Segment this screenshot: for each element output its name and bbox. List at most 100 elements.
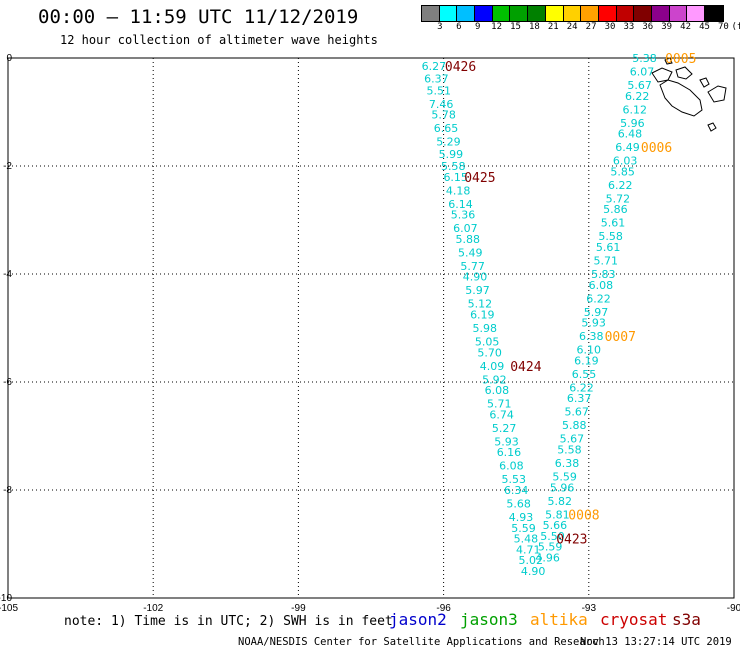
footer-credit: NOAA/NESDIS Center for Satellite Applica… — [238, 636, 605, 648]
wave-height-value: 5.67 — [627, 79, 652, 92]
color-scale-label: 21 — [547, 22, 559, 32]
wave-height-value: 5.68 — [506, 498, 531, 511]
pass-time-label: 0005 — [665, 52, 696, 67]
wave-height-value: 6.16 — [497, 446, 522, 459]
footer-timestamp: Nov 13 13:27:14 UTC 2019 — [580, 636, 732, 648]
map-frame — [7, 57, 735, 599]
color-swatch — [634, 6, 652, 21]
x-tick-label: -90 — [727, 603, 740, 614]
wave-height-value: 5.67 — [564, 406, 589, 419]
y-tick-label: -6 — [3, 377, 12, 388]
chart-subtitle: 12 hour collection of altimeter wave hei… — [60, 33, 378, 47]
pass-time-label: 0008 — [568, 508, 599, 523]
wave-height-value: 6.74 — [489, 408, 514, 421]
pass-time-label: 0426 — [445, 60, 476, 75]
y-tick-label: -8 — [3, 485, 12, 496]
wave-height-value: 6.07 — [630, 66, 655, 79]
y-tick-label: -4 — [3, 269, 12, 280]
wave-height-value: 6.10 — [577, 344, 602, 357]
wave-height-value: 5.97 — [584, 306, 609, 319]
wave-height-value: 5.96 — [620, 117, 645, 130]
color-swatch — [563, 6, 582, 21]
wave-height-value: 6.37 — [424, 73, 449, 86]
wave-height-value: 6.07 — [453, 222, 478, 235]
pass-time-label: 0423 — [556, 533, 587, 548]
wave-height-value: 7.46 — [429, 98, 454, 111]
color-swatch — [616, 6, 635, 21]
wave-height-value: 5.93 — [494, 435, 519, 448]
color-scale-label: 27 — [585, 22, 597, 32]
wave-height-value: 5.58 — [441, 160, 466, 173]
wave-height-value: 6.19 — [574, 354, 599, 367]
galapagos-islands-outline — [651, 57, 727, 132]
wave-height-value: 4.90 — [463, 271, 488, 284]
y-tick-label: 0 — [6, 53, 12, 64]
wave-height-value: 6.65 — [434, 122, 459, 135]
legend-item-cryosat: cryosat — [600, 610, 668, 629]
legend-item-altika: altika — [530, 610, 588, 629]
color-swatch — [422, 6, 440, 21]
wave-height-value: 4.09 — [480, 360, 505, 373]
wave-height-value: 6.37 — [567, 392, 592, 405]
color-scale-label: 39 — [661, 22, 673, 32]
wave-height-value: 5.12 — [468, 298, 493, 311]
color-swatch — [492, 6, 511, 21]
color-scale-label: 12 — [491, 22, 503, 32]
wave-height-value: 5.36 — [451, 209, 476, 222]
x-tick-label: -96 — [436, 603, 451, 614]
color-scale-label: 24 — [566, 22, 578, 32]
wave-height-value: 6.27 — [422, 60, 447, 73]
wave-height-value: 5.85 — [610, 165, 635, 178]
wave-height-value: 6.08 — [589, 279, 614, 292]
pass-time-label: 0425 — [464, 171, 495, 186]
color-swatch — [705, 6, 723, 21]
legend-item-jason3: jason3 — [460, 610, 518, 629]
color-scale-label: 15 — [510, 22, 521, 32]
color-scale-label: 9 — [474, 22, 481, 32]
wave-height-value: 6.48 — [618, 128, 643, 141]
wave-height-value: 5.77 — [460, 260, 485, 273]
axis-tick-labels: -105 -102 -99 -96 -93 -90 0 -2 -4 -6 -8 -10 — [0, 53, 740, 614]
color-scale-label: 36 — [642, 22, 654, 32]
wave-height-value: 5.72 — [606, 192, 631, 205]
color-swatch — [669, 6, 688, 21]
wave-height-value: 5.67 — [560, 433, 585, 446]
note-text: note: 1) Time is in UTC; 2) SWH is in fe… — [64, 614, 393, 629]
wave-height-value: 6.08 — [485, 384, 510, 397]
color-scale-label: 3 — [437, 22, 443, 32]
color-swatch — [545, 6, 564, 21]
pass-time-label: 0424 — [510, 360, 541, 375]
wave-height-value: 6.08 — [499, 460, 524, 473]
chart-title: 00:00 – 11:59 UTC 11/12/2019 — [38, 6, 359, 28]
wave-height-value: 5.97 — [465, 284, 490, 297]
wave-height-value: 5.53 — [502, 473, 527, 486]
wave-height-value: 5.93 — [581, 317, 606, 330]
x-tick-label: -105 — [0, 603, 18, 614]
wave-height-value: 5.86 — [603, 203, 628, 216]
color-scale-label: 30 — [604, 22, 616, 32]
wave-height-value: 5.71 — [487, 398, 512, 411]
color-swatch — [510, 6, 529, 21]
wave-height-value: 6.22 — [569, 381, 594, 394]
color-scale-bar — [421, 5, 724, 22]
wave-height-value: 5.27 — [492, 422, 517, 435]
color-swatch — [651, 6, 670, 21]
color-scale-label: 6 — [456, 22, 462, 32]
x-tick-label: -93 — [582, 603, 597, 614]
color-scale-label: 45 — [699, 22, 710, 32]
map-grid — [7, 57, 735, 599]
wave-height-values: 6.276.375.517.465.786.655.295.995.586.15… — [422, 52, 657, 578]
wave-height-value: 5.05 — [475, 336, 500, 349]
wave-height-value: 5.70 — [477, 346, 502, 359]
wave-height-value: 5.59 — [552, 471, 577, 484]
wave-height-value: 5.66 — [543, 519, 568, 532]
wave-height-value: 4.18 — [446, 184, 471, 197]
color-swatch — [598, 6, 617, 21]
color-scale-label: 33 — [623, 22, 635, 32]
color-scale-label: 18 — [528, 22, 540, 32]
wave-height-value: 5.78 — [431, 109, 456, 122]
wave-height-value: 4.90 — [521, 565, 546, 578]
wave-height-value: 5.88 — [456, 233, 481, 246]
